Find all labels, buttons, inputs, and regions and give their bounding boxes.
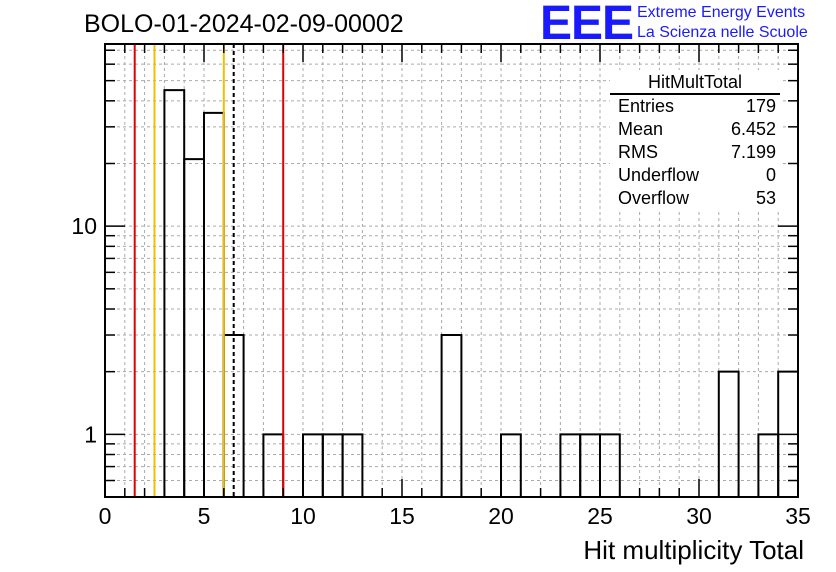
x-tick-label: 5: [198, 503, 211, 529]
histogram-bin: [717, 370, 740, 497]
histogram-bin: [599, 433, 621, 497]
histogram-bin: [440, 334, 463, 497]
x-tick-label: 10: [290, 503, 316, 529]
stats-label: Mean: [618, 119, 664, 139]
histogram-bin: [183, 158, 205, 497]
stats-row-underflow: Underflow 0: [610, 164, 780, 187]
x-tick-label: 25: [587, 503, 613, 529]
y-tick-label: 1: [84, 421, 97, 447]
marker-lines-layer: [133, 44, 285, 497]
stats-value: 179: [745, 96, 776, 116]
stats-value: 6.452: [730, 119, 776, 139]
x-axis-label: Hit multiplicity Total: [583, 535, 804, 565]
stats-value: 7.199: [730, 142, 776, 162]
stats-value: 0: [765, 165, 776, 185]
x-tick-label: 35: [785, 503, 811, 529]
histogram-bin: [500, 433, 522, 497]
y-tick-label: 10: [71, 213, 97, 239]
plot-frame: [104, 43, 799, 498]
logo-line-1: Extreme Energy Events: [637, 4, 806, 21]
stats-row-entries: Entries 179: [610, 95, 780, 118]
x-tick-label: 20: [488, 503, 514, 529]
stats-box: HitMultTotal Entries 179 Mean 6.452 RMS …: [610, 70, 780, 210]
eee-logo-mark: EEE: [540, 0, 634, 50]
stats-value: 53: [755, 188, 776, 208]
histogram-bin: [341, 433, 364, 497]
stats-row-mean: Mean 6.452: [610, 118, 780, 141]
stats-label: RMS: [618, 142, 658, 162]
histogram-bin: [163, 89, 186, 497]
axes-layer: 0 5 10 15 20 25 30 35 1 10: [71, 43, 811, 529]
stats-title: HitMultTotal: [610, 70, 780, 95]
stats-label: Entries: [618, 96, 675, 116]
x-tick-label: 0: [99, 503, 112, 529]
chart-title: BOLO-01-2024-02-09-00002: [84, 10, 404, 38]
x-tick-label: 30: [686, 503, 712, 529]
stats-label: Underflow: [618, 165, 700, 185]
logo-line-2: La Scienza nelle Scuole: [637, 24, 808, 41]
histogram-bin: [203, 111, 225, 497]
stats-row-rms: RMS 7.199: [610, 141, 780, 164]
stats-row-overflow: Overflow 53: [610, 187, 780, 210]
x-tick-label: 15: [389, 503, 415, 529]
stats-label: Overflow: [618, 188, 690, 208]
